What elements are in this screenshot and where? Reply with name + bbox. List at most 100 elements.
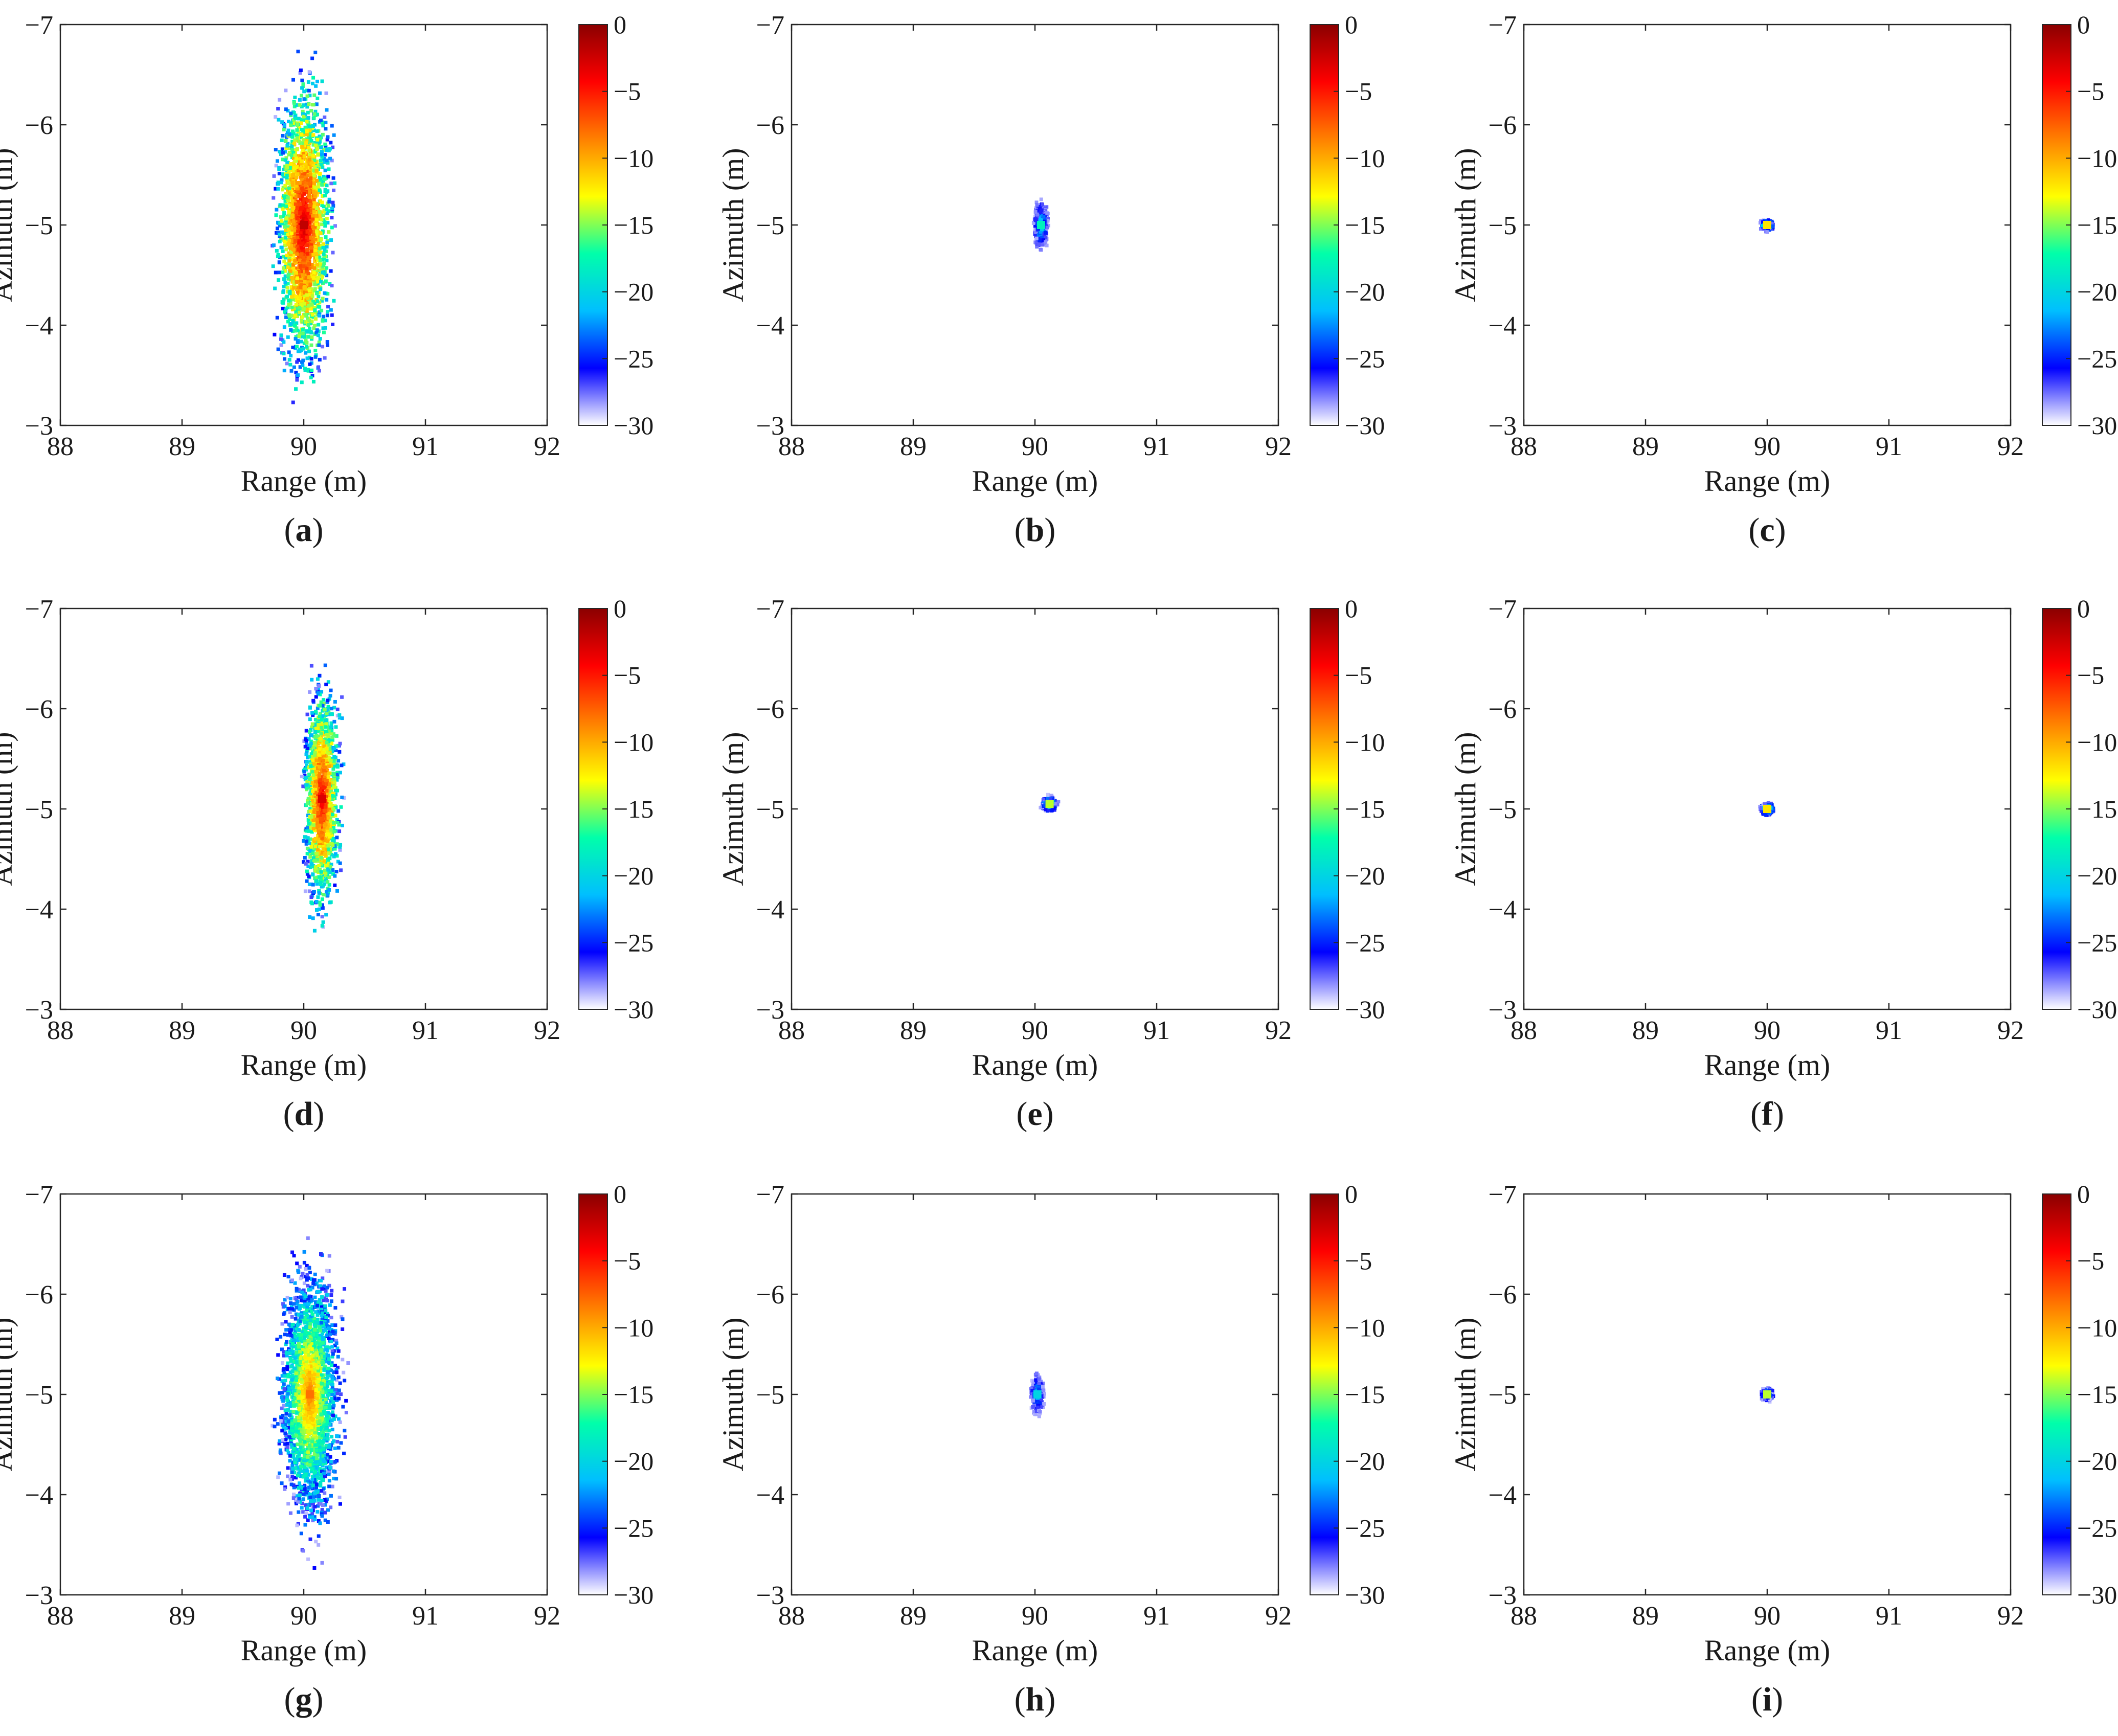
heatmap-cell (284, 88, 288, 93)
heatmap-cell (288, 174, 292, 178)
y-tick-label: −6 (756, 111, 784, 140)
heatmap-cell (309, 330, 313, 334)
y-tick-label: −6 (1489, 695, 1517, 724)
heatmap-cell (308, 326, 312, 330)
heatmap-cell (310, 801, 314, 805)
heatmap-cell (287, 120, 291, 124)
heatmap-cell (290, 277, 295, 281)
heatmap-cell (336, 860, 340, 864)
heatmap-cell (324, 759, 328, 763)
heatmap-cell (311, 237, 315, 241)
x-tick-label: 90 (1754, 1016, 1781, 1045)
heatmap-cell (315, 749, 319, 753)
x-tick-label: 89 (169, 1016, 195, 1045)
heatmap-cell (322, 772, 326, 776)
heatmap-cell (1766, 218, 1770, 222)
heatmap-cell (1760, 806, 1764, 810)
colorbar-tick-label: 0 (614, 594, 626, 623)
heatmap-cell (298, 280, 302, 284)
heatmap-cell (297, 163, 301, 167)
heatmap-cell (332, 299, 336, 303)
heatmap-cell (318, 287, 322, 291)
heatmap-cell (312, 890, 316, 894)
heatmap-cell (303, 305, 307, 309)
heatmap-cell (325, 763, 329, 767)
heatmap-cell (287, 210, 291, 214)
heatmap-cell (313, 109, 318, 114)
heatmap-cell (312, 740, 316, 745)
heatmap-cell (296, 373, 300, 377)
heatmap-cell (319, 238, 323, 242)
heatmap-cell (322, 148, 326, 152)
heatmap-image (1759, 218, 1775, 234)
heatmap-cell (297, 215, 301, 219)
heatmap-cell (307, 737, 311, 741)
heatmap-cell (296, 50, 300, 54)
heatmap-cell (305, 105, 309, 109)
heatmap-cell (335, 836, 339, 840)
heatmap-cell (316, 869, 320, 873)
heatmap-cell (305, 311, 309, 315)
heatmap-cell (338, 848, 342, 852)
x-tick-label: 89 (900, 1016, 927, 1045)
heatmap-cell (300, 127, 304, 131)
y-tick-label: −5 (25, 795, 53, 824)
heatmap-cell (313, 801, 318, 805)
heatmap-cell (324, 747, 328, 751)
heatmap-cell (327, 764, 331, 769)
heatmap-cell (315, 112, 319, 117)
heatmap-cell (329, 802, 333, 806)
heatmap-cell (310, 368, 314, 372)
heatmap-cell (321, 828, 325, 832)
heatmap-cell (303, 231, 307, 235)
heatmap-cell (311, 124, 316, 128)
heatmap-cell (330, 834, 334, 838)
heatmap-cell (324, 805, 328, 809)
heatmap-cell (325, 789, 329, 793)
heatmap-cell (307, 349, 311, 353)
heatmap-cell (334, 725, 338, 729)
heatmap-cell (295, 175, 299, 179)
heatmap-cell (307, 288, 311, 292)
heatmap-cell (309, 739, 313, 743)
heatmap-cell (318, 765, 322, 769)
heatmap-cell (323, 291, 327, 295)
heatmap-cell (329, 721, 333, 725)
heatmap-cell (336, 759, 341, 763)
heatmap-cell (316, 299, 320, 303)
heatmap-cell (318, 727, 322, 731)
heatmap-cell (306, 173, 310, 177)
heatmap-cell (332, 821, 336, 825)
heatmap-cell (298, 156, 302, 161)
heatmap-cell (280, 147, 284, 151)
heatmap-cell (298, 181, 302, 185)
heatmap-cell (332, 785, 336, 789)
heatmap-cell (320, 915, 324, 919)
y-axis-label: Azimuth (m) (0, 732, 18, 886)
heatmap-cell (284, 232, 288, 236)
heatmap-cell (318, 900, 322, 905)
heatmap-cell (315, 882, 319, 886)
heatmap-cell (283, 164, 287, 168)
heatmap-cell (291, 319, 295, 323)
heatmap-cell (309, 245, 313, 250)
heatmap-cell (314, 143, 318, 147)
heatmap-cell (328, 793, 332, 797)
heatmap-cell (313, 717, 318, 722)
heatmap-cell (318, 757, 322, 761)
heatmap-cell (339, 805, 343, 809)
heatmap-cell (286, 142, 290, 146)
heatmap-cell (305, 345, 309, 349)
heatmap-cell (1762, 811, 1766, 815)
heatmap-cell (293, 149, 297, 153)
heatmap-cell (319, 870, 323, 874)
heatmap-cell (303, 257, 307, 261)
heatmap-cell (278, 239, 282, 243)
heatmap-cell (281, 306, 285, 310)
heatmap-cell (283, 158, 287, 162)
heatmap-cell (304, 760, 308, 764)
heatmap-cell (305, 249, 309, 253)
heatmap-cell (316, 806, 320, 810)
heatmap-cell (319, 817, 323, 821)
heatmap-cell (326, 893, 330, 897)
